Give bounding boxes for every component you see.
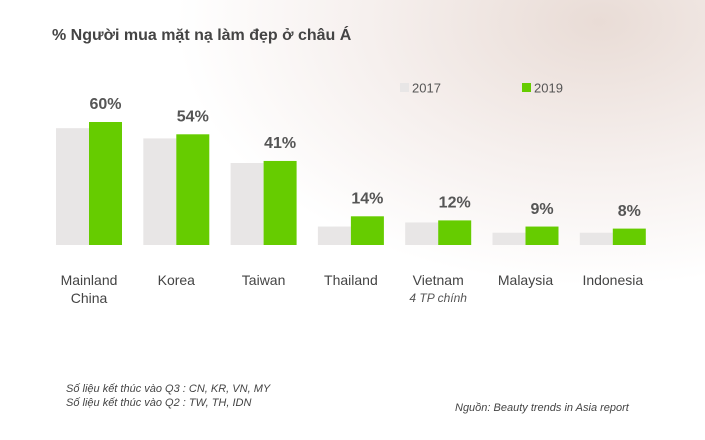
footnotes: Số liệu kết thúc vào Q3 : CN, KR, VN, MY… [66, 382, 270, 410]
category-name: Vietnam [412, 272, 464, 288]
bar [317, 226, 351, 245]
value-label: 41% [264, 135, 296, 152]
bar [89, 122, 122, 245]
source: Nguồn: Beauty trends in Asia report [455, 402, 629, 414]
category-name: Malaysia [497, 272, 554, 288]
bar [492, 232, 526, 245]
value-label: 60% [89, 96, 121, 113]
x-tick-label: Mainland China [47, 271, 131, 307]
category-name: Mainland China [60, 272, 118, 306]
category-note: 4 TP chính [409, 291, 467, 305]
value-label: 54% [177, 109, 209, 126]
value-label: 8% [618, 203, 641, 220]
bar [525, 226, 559, 245]
bar [438, 220, 472, 245]
legend-label: 2017 [412, 80, 441, 95]
category-name: Thailand [324, 272, 378, 288]
bar [405, 222, 439, 245]
bar [143, 138, 177, 245]
value-label: 9% [530, 201, 553, 218]
legend-label: 2019 [534, 80, 563, 95]
value-label: 12% [439, 195, 471, 212]
x-tick-label: Malaysia [484, 271, 568, 289]
category-name: Taiwan [241, 272, 286, 288]
bar [56, 128, 89, 245]
bar [612, 228, 646, 245]
legend-swatch [522, 83, 531, 92]
x-tick-label: Vietnam 4 TP chính [396, 271, 480, 307]
bar [350, 216, 384, 245]
value-label: 14% [351, 191, 383, 208]
legend-swatch [400, 83, 409, 92]
bar [263, 160, 297, 245]
x-tick-label: Korea [134, 271, 218, 289]
bar [230, 163, 264, 245]
category-name: Indonesia [582, 272, 644, 288]
footnote: Số liệu kết thúc vào Q3 : CN, KR, VN, MY [66, 383, 271, 395]
chart-title: % Người mua mặt nạ làm đẹp ở châu Á [52, 25, 352, 44]
x-tick-label: Indonesia [571, 271, 655, 289]
x-tick-label: Thailand [309, 271, 393, 289]
category-name: Korea [157, 272, 195, 288]
bar [176, 134, 210, 245]
x-tick-label: Taiwan [222, 271, 306, 289]
bar [579, 232, 613, 245]
footnote: Số liệu kết thúc vào Q2 : TW, TH, IDN [66, 397, 252, 409]
